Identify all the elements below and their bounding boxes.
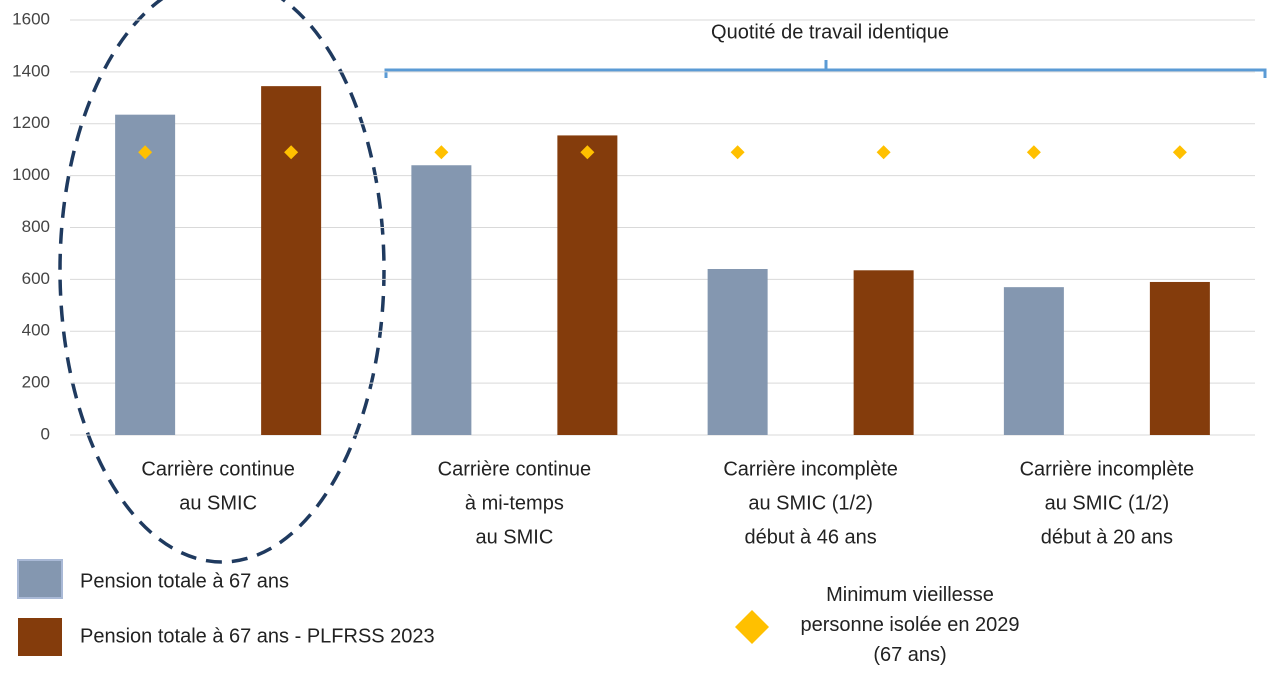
x-tick-label: début à 20 ans [1041,526,1173,548]
legend-label-box: Minimum vieillesse personne isolée en 20… [800,584,1020,666]
bar [261,86,322,435]
diamond-marker [1172,145,1187,160]
legend-marker [735,610,769,644]
bar [411,165,472,435]
y-tick-label: 0 [41,424,50,443]
y-tick-label: 1200 [12,113,50,132]
y-tick-label: 200 [22,373,50,392]
diamond-marker [730,145,745,160]
y-tick-label: 1600 [12,9,50,28]
highlight-ellipse [58,0,386,564]
x-tick-label: à mi-temps [465,492,564,514]
legend-label: Pension totale à 67 ans [80,570,289,592]
diamond-marker [876,145,891,160]
x-tick-label: Carrière continue [438,458,591,480]
x-tick-label: au SMIC (1/2) [1045,492,1169,514]
annotation: Quotité de travail identique [711,21,949,43]
x-tick-label: Carrière continue [141,458,294,480]
y-tick-label: 1400 [12,61,50,80]
bar [557,135,618,435]
y-tick-label: 600 [22,269,50,288]
legend-label: Pension totale à 67 ans - PLFRSS 2023 [80,625,435,647]
diamond-marker [1026,145,1041,160]
x-tick-label: au SMIC [179,492,257,514]
bracket [384,60,1267,78]
x-tick-label: Carrière incomplète [1020,458,1195,480]
diamond-marker [434,145,449,160]
bar [1149,281,1210,435]
bar [115,114,176,435]
diamond-marker [284,145,299,160]
bar [1003,287,1064,435]
legend-swatch [17,559,63,599]
legend-swatch [18,618,62,656]
bar [853,270,914,435]
y-tick-label: 800 [22,217,50,236]
y-tick-label: 1000 [12,165,50,184]
x-tick-label: au SMIC (1/2) [748,492,872,514]
x-tick-label: au SMIC [475,526,553,548]
bar [707,269,768,435]
diamond-marker [580,145,595,160]
diamond-marker [138,145,153,160]
x-tick-label: Carrière incomplète [723,458,898,480]
x-tick-label: début à 46 ans [744,526,876,548]
y-tick-label: 400 [22,321,50,340]
legend-label: Minimum vieillesse personne isolée en 20… [800,584,1020,666]
